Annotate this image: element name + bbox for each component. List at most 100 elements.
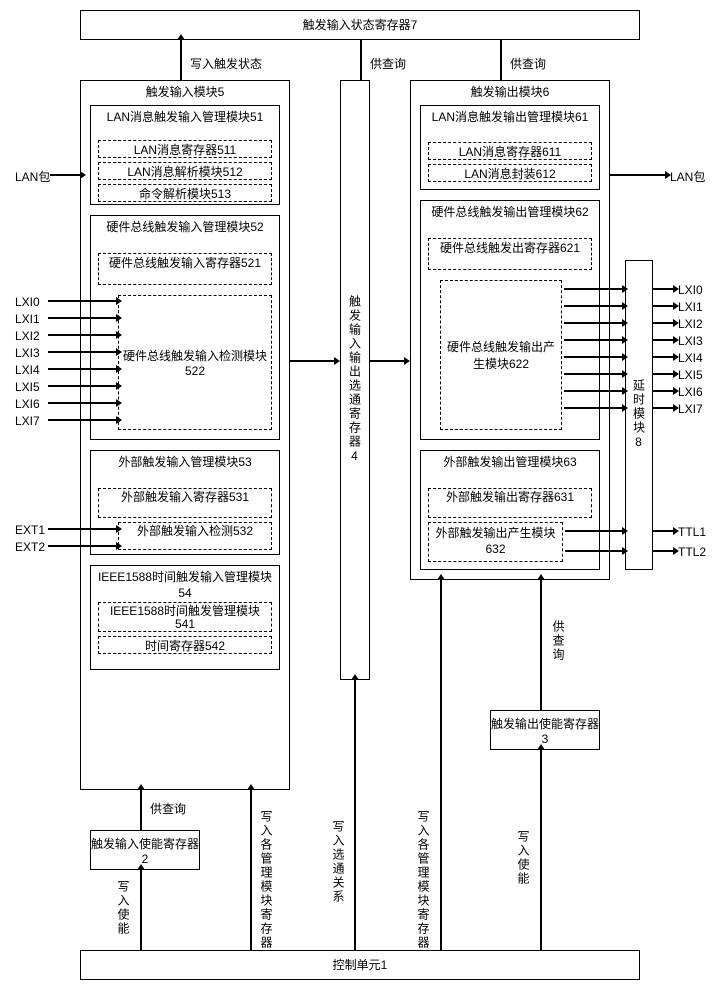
- control-unit: 控制单元1: [80, 950, 640, 980]
- arrow: [653, 356, 673, 358]
- ext-out-gen: 外部触发输出产生模块632: [428, 522, 563, 562]
- label: 供查询: [370, 55, 406, 72]
- select-register: 触发输入输出选通寄存器4: [340, 80, 370, 680]
- label: 供查询: [510, 55, 546, 72]
- arrow: [440, 580, 442, 950]
- hw-out-reg: 硬件总线触发出寄存器621: [428, 238, 592, 270]
- arrow: [48, 334, 116, 336]
- t: 延时模块8: [631, 379, 648, 451]
- lxi-out-label: LXI5: [678, 368, 703, 382]
- lan-pack: LAN消息封装612: [428, 164, 592, 182]
- arrow: [564, 305, 622, 307]
- t: 硬件总线触发输入管理模块52: [91, 216, 279, 240]
- arrow: [354, 680, 356, 950]
- arrow: [564, 390, 622, 392]
- arrow: [48, 300, 116, 302]
- label: 写入选通关系: [330, 820, 347, 904]
- t: LAN消息触发输入管理模块51: [91, 106, 279, 130]
- lxi-in-label: LXI5: [15, 380, 40, 394]
- arrow: [48, 368, 116, 370]
- arrow: [370, 360, 404, 362]
- lxi-in-label: LXI7: [15, 414, 40, 428]
- arrow: [653, 390, 673, 392]
- lxi-out-label: LXI0: [678, 283, 703, 297]
- hw-in-reg: 硬件总线触发输入寄存器521: [98, 253, 272, 285]
- label: 写入使能: [515, 830, 532, 886]
- arrow: [180, 40, 182, 80]
- lxi-in-label: LXI3: [15, 346, 40, 360]
- arrow: [653, 322, 673, 324]
- ext-out-reg: 外部触发输出寄存器631: [428, 488, 592, 518]
- ext-in-label: EXT1: [15, 523, 45, 537]
- ttl-out-label: TTL2: [678, 545, 706, 559]
- arrow: [48, 545, 116, 547]
- arrow: [565, 530, 622, 532]
- arrow: [140, 870, 142, 950]
- arrow: [653, 305, 673, 307]
- arrow: [360, 40, 362, 80]
- lxi-in-label: LXI0: [15, 295, 40, 309]
- arrow: [653, 339, 673, 341]
- label: 写入使能: [115, 880, 132, 936]
- time-reg: 时间寄存器542: [98, 636, 272, 654]
- t: 外部触发输入管理模块53: [91, 451, 279, 475]
- lxi-in-label: LXI2: [15, 329, 40, 343]
- ext-in-det: 外部触发输入检测532: [118, 522, 272, 550]
- lxi-out-label: LXI4: [678, 351, 703, 365]
- lxi-out-label: LXI7: [678, 402, 703, 416]
- status-register: 触发输入状态寄存器7: [80, 10, 640, 40]
- lxi-out-label: LXI6: [678, 385, 703, 399]
- t: 外部触发输出管理模块63: [421, 451, 599, 475]
- arrow: [250, 790, 252, 950]
- lan-reg: LAN消息寄存器511: [98, 140, 272, 158]
- arrow: [50, 174, 80, 176]
- t: 硬件总线触发输出管理模块62: [421, 201, 599, 225]
- arrow: [653, 530, 673, 532]
- arrow: [610, 174, 665, 176]
- label: 写入触发状态: [190, 55, 262, 72]
- lan-pkt-in: LAN包: [15, 168, 50, 185]
- delay-module: 延时模块8: [625, 260, 653, 570]
- hw-out-gen: 硬件总线触发输出产生模块622: [440, 280, 562, 430]
- title: 触发输入模块5: [81, 81, 289, 105]
- lan-pkt-out: LAN包: [670, 168, 705, 185]
- arrow: [48, 528, 116, 530]
- arrow: [500, 40, 502, 80]
- lxi-in-label: LXI4: [15, 363, 40, 377]
- lxi-in-label: LXI6: [15, 397, 40, 411]
- arrow: [48, 402, 116, 404]
- title: 触发输出模块6: [411, 81, 609, 105]
- arrow: [565, 550, 622, 552]
- lan-parse: LAN消息解析模块512: [98, 162, 272, 180]
- lxi-out-label: LXI2: [678, 317, 703, 331]
- ext-in-label: EXT2: [15, 540, 45, 554]
- arrow: [564, 288, 622, 290]
- lxi-out-label: LXI3: [678, 334, 703, 348]
- ttl-out-label: TTL1: [678, 525, 706, 539]
- arrow: [564, 373, 622, 375]
- arrow: [653, 407, 673, 409]
- arrow: [540, 580, 542, 710]
- arrow: [48, 419, 116, 421]
- label: 写入各管理模块寄存器: [258, 810, 275, 950]
- arrow: [140, 790, 142, 830]
- lxi-in-label: LXI1: [15, 312, 40, 326]
- t: 触发输入输出选通寄存器4: [347, 295, 364, 465]
- arrow: [653, 550, 673, 552]
- lan-out-reg: LAN消息寄存器611: [428, 142, 592, 160]
- input-enable-reg: 触发输入使能寄存器2: [90, 830, 200, 870]
- arrow: [48, 385, 116, 387]
- label: 写入各管理模块寄存器: [415, 810, 432, 950]
- output-enable-reg: 触发输出使能寄存器3: [490, 710, 600, 750]
- arrow: [48, 351, 116, 353]
- t: LAN消息触发输出管理模块61: [421, 106, 599, 130]
- hw-in-det: 硬件总线触发输入检测模块522: [118, 295, 272, 430]
- t: IEEE1588时间触发输入管理模块54: [91, 566, 279, 605]
- arrow: [653, 373, 673, 375]
- arrow: [290, 360, 334, 362]
- label: 供查询: [550, 620, 567, 662]
- arrow: [564, 339, 622, 341]
- ieee-mgr: IEEE1588时间触发管理模块541: [98, 602, 272, 632]
- lxi-out-label: LXI1: [678, 300, 703, 314]
- arrow: [48, 317, 116, 319]
